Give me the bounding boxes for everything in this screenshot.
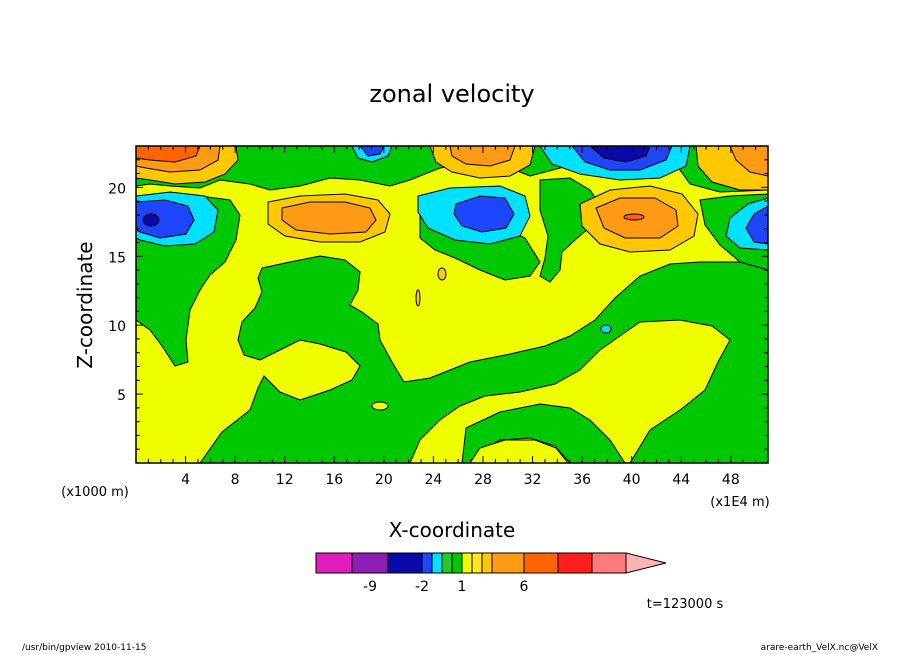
colorbar-segment: [441, 552, 453, 574]
contour-region-orange: [729, 146, 768, 177]
x-tick-label: 12: [276, 472, 294, 488]
x-tick-label: 28: [474, 472, 492, 488]
footer-right: arare-earth_VelX.nc@VelX: [761, 643, 878, 653]
colorbar-label: 1: [458, 579, 467, 595]
x-tick-label: 48: [722, 472, 740, 488]
x-tick-label: 24: [424, 472, 442, 488]
colorbar-segment: [557, 552, 593, 574]
colorbar-segment: [491, 552, 525, 574]
x-tick-label: 44: [672, 472, 690, 488]
colorbar-segment: [431, 552, 443, 574]
colorbar-segment: [461, 552, 473, 574]
contour-region-blue: [136, 199, 195, 239]
x-tick-label: 20: [375, 472, 393, 488]
colorbar-segment: [451, 552, 463, 574]
contour-region-blue: [745, 205, 768, 245]
contour-region-orange: [281, 201, 377, 235]
contour-region-red-orange: [136, 146, 201, 163]
colorbar-extend-arrow: [625, 552, 667, 574]
colorbar-segment: [315, 552, 353, 574]
time-label: t=123000 s: [647, 597, 724, 612]
x-tick-label: 36: [573, 472, 591, 488]
contour-region-blue: [453, 195, 515, 233]
x-axis-label: X-coordinate: [389, 518, 516, 542]
colorbar-segment: [481, 552, 493, 574]
contour-region-orange: [449, 146, 516, 167]
x-axis-units: (x1E4 m): [710, 495, 769, 510]
colorbar-segment: [387, 552, 423, 574]
x-tick-label: 16: [325, 472, 343, 488]
colorbar-segment: [471, 552, 483, 574]
chart-title: zonal velocity: [369, 80, 534, 108]
y-axis-label: Z-coordinate: [73, 241, 97, 368]
contour-region-yellow: [469, 439, 569, 463]
y-tick-label: 5: [117, 388, 126, 404]
footer-left: /usr/bin/gpview 2010-11-15: [22, 643, 146, 653]
colorbar-label: 6: [520, 579, 529, 595]
x-tick-label: 32: [524, 472, 542, 488]
colorbar-segment: [523, 552, 559, 574]
y-tick-label: 10: [108, 319, 126, 335]
y-axis-units: (x1000 m): [61, 485, 129, 500]
contour-region-blue: [359, 146, 385, 157]
y-tick-label: 20: [108, 181, 126, 197]
colorbar-label: -2: [415, 579, 429, 595]
contour-region-yellow-orange: [415, 289, 421, 307]
colorbar-segment: [591, 552, 627, 574]
contour-region-navy: [142, 213, 160, 227]
contour-region-yellow-orange: [437, 267, 447, 281]
x-tick-label: 40: [623, 472, 641, 488]
y-axis-ticks: 5 10 15 20: [108, 159, 768, 450]
colorbar-label: -9: [363, 579, 377, 595]
contour-region-yellow: [371, 401, 389, 411]
contour-region-green: [199, 255, 768, 463]
plot-frame: [135, 145, 769, 464]
x-tick-label: 4: [181, 472, 190, 488]
colorbar-segment: [421, 552, 433, 574]
x-axis-ticks: 4 8 12 16 20 24 28 32 36 40 44 48: [147, 146, 757, 488]
contour-region-navy: [589, 146, 651, 163]
x-tick-label: 8: [231, 472, 240, 488]
y-tick-label: 15: [108, 250, 126, 266]
contour-region-red-orange: [623, 213, 645, 221]
colorbar: -9 -2 1 6: [315, 552, 667, 595]
contour-region-cyan: [600, 324, 612, 334]
colorbar-segment: [351, 552, 389, 574]
